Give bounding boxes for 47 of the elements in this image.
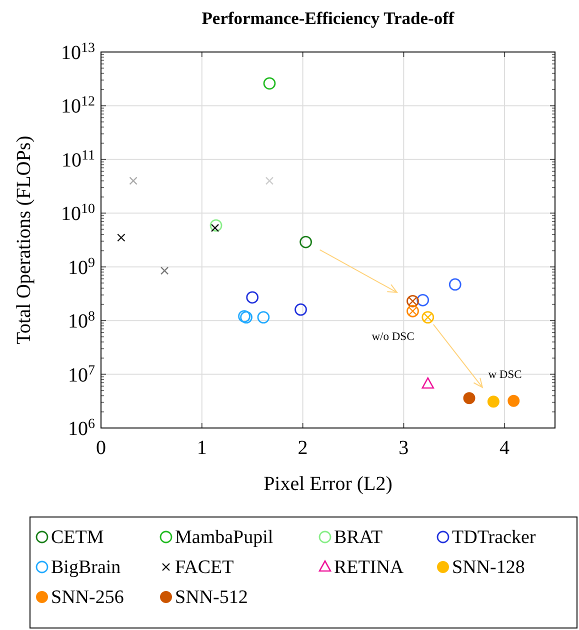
y-tick-label: 10$^{10}$ [61,202,95,226]
point [160,266,169,275]
x-tick-label: 4 [500,437,510,459]
point [422,377,434,389]
y-tick-label: 10$^{7}$ [68,362,95,386]
point [294,303,307,316]
y-tick-label: 10$^{6}$ [68,416,95,440]
point [416,294,430,306]
x-tick-label: 0 [96,437,106,459]
point [263,77,276,90]
y-tick-label: 10$^{13}$ [61,40,95,64]
x-tick-label: 3 [398,437,409,459]
point [257,311,270,324]
point [117,234,126,242]
y-tick-label: 10$^{9}$ [68,255,95,279]
legend-label: BRAT [334,527,383,548]
point [463,392,476,404]
point [210,219,222,232]
y-tick-label: 10$^{12}$ [61,94,95,118]
annotation: w DSC [488,369,522,381]
point [129,176,138,185]
y-tick-label: 10$^{11}$ [62,148,95,172]
point [406,304,419,318]
point [300,236,312,248]
point [487,396,500,408]
point [406,294,419,308]
legend-label: RETINA [334,557,404,578]
x-tick-label: 1 [196,437,207,459]
chart-title: Performance-Efficiency Trade-off [202,8,454,28]
x-axis-title: Pixel Error (L2) [264,473,392,495]
legend-label: SNN-128 [452,557,525,578]
legend-label: SNN-512 [175,587,248,608]
annotation: w/o DSC [372,331,415,343]
legend-label: MambaPupil [175,527,274,548]
point [508,394,520,407]
point [265,176,274,185]
x-tick-label: 2 [298,437,308,459]
legend-label: SNN-256 [51,587,124,608]
legend-label: CETM [51,527,104,548]
y-axis-title: Total Operations (FLOPs) [13,136,35,344]
point [448,278,462,291]
point [422,311,434,324]
point [246,291,259,304]
legend-label: FACET [175,557,234,578]
y-tick-label: 10$^{8}$ [68,309,95,333]
legend-label: TDTracker [452,527,536,548]
legend-label: BigBrain [51,557,122,578]
